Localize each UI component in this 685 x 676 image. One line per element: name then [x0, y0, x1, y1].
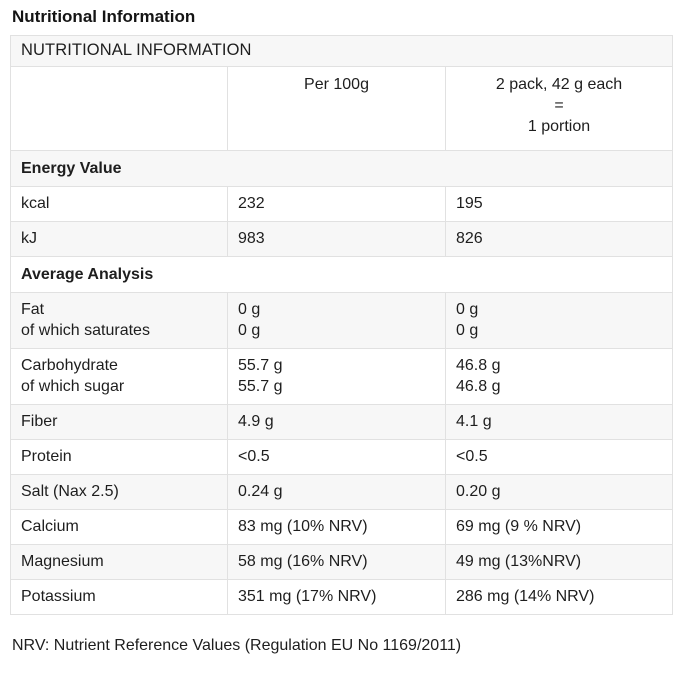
- value-per100g: 0 g 0 g: [227, 292, 446, 349]
- value-line: 46.8 g: [456, 378, 501, 395]
- nutrient-row-carbohydrate: Carbohydrate of which sugar 55.7 g 55.7 …: [10, 348, 674, 405]
- section-title: Energy Value: [9, 150, 674, 187]
- page-title: Nutritional Information: [12, 7, 196, 26]
- value-per100g: 232: [227, 186, 446, 222]
- nutrient-row-fat: Fat of which saturates 0 g 0 g 0 g 0 g: [10, 292, 674, 349]
- nutrient-row-salt: Salt (Nax 2.5) 0.24 g 0.20 g: [10, 474, 674, 510]
- portion-header-line: 1 portion: [527, 118, 591, 135]
- value-per100g: 983: [227, 221, 446, 257]
- nutrient-row-protein: Protein <0.5 <0.5: [10, 439, 674, 475]
- col-header-empty: [10, 66, 228, 151]
- nutrient-row-potassium: Potassium 351 mg (17% NRV) 286 mg (14% N…: [10, 579, 674, 615]
- value-per100g: 351 mg (17% NRV): [227, 579, 446, 615]
- nutrient-row-magnesium: Magnesium 58 mg (16% NRV) 49 mg (13%NRV): [10, 544, 674, 580]
- nutrient-label-line: Fat: [21, 301, 45, 318]
- page: Nutritional Information NUTRITIONAL INFO…: [9, 7, 674, 654]
- value-line: 0 g: [238, 322, 261, 339]
- nutrient-row-kj: kJ 983 826: [10, 221, 674, 257]
- value-portion: 0.20 g: [444, 474, 674, 510]
- value-per100g: <0.5: [227, 439, 446, 475]
- nutrient-label: Potassium: [10, 579, 228, 615]
- nutrient-row-kcal: kcal 232 195: [10, 186, 674, 222]
- nutrient-row-fiber: Fiber 4.9 g 4.1 g: [10, 404, 674, 440]
- value-portion: 49 mg (13%NRV): [444, 544, 674, 580]
- value-per100g: 58 mg (16% NRV): [227, 544, 446, 580]
- section-row-average-analysis: Average Analysis: [9, 256, 674, 293]
- value-line: 0 g: [456, 301, 479, 318]
- nrv-footnote: NRV: Nutrient Reference Values (Regulati…: [12, 637, 462, 654]
- column-header-row: Per 100g 2 pack, 42 g each = 1 portion: [10, 66, 674, 151]
- nutrient-label: kJ: [10, 221, 228, 257]
- portion-header-line: 2 pack, 42 g each: [495, 76, 623, 93]
- nutrition-table: NUTRITIONAL INFORMATION Per 100g 2 pack,…: [9, 35, 674, 615]
- value-line: 55.7 g: [238, 357, 283, 374]
- nutrient-label: Fiber: [10, 404, 228, 440]
- value-portion: <0.5: [444, 439, 674, 475]
- value-portion: 46.8 g 46.8 g: [444, 348, 674, 405]
- value-per100g: 55.7 g 55.7 g: [227, 348, 446, 405]
- table-title-row: NUTRITIONAL INFORMATION: [9, 35, 674, 67]
- value-line: 0 g: [238, 301, 261, 318]
- nutrient-label: Carbohydrate of which sugar: [10, 348, 228, 405]
- value-portion: 286 mg (14% NRV): [444, 579, 674, 615]
- table-title: NUTRITIONAL INFORMATION: [9, 35, 674, 67]
- value-portion: 826: [444, 221, 674, 257]
- col-header-per100g: Per 100g: [227, 66, 446, 151]
- section-row-energy-value: Energy Value: [9, 150, 674, 187]
- value-line: 0 g: [456, 322, 479, 339]
- value-line: 46.8 g: [456, 357, 501, 374]
- value-per100g: 0.24 g: [227, 474, 446, 510]
- value-portion: 4.1 g: [444, 404, 674, 440]
- nutrient-row-calcium: Calcium 83 mg (10% NRV) 69 mg (9 % NRV): [10, 509, 674, 545]
- nutrient-sublabel-line: of which saturates: [21, 322, 150, 339]
- nutrient-label: Fat of which saturates: [10, 292, 228, 349]
- value-portion: 195: [444, 186, 674, 222]
- nutrient-label: Protein: [10, 439, 228, 475]
- nutrient-label: kcal: [10, 186, 228, 222]
- value-per100g: 83 mg (10% NRV): [227, 509, 446, 545]
- nutrient-label-line: Carbohydrate: [21, 357, 118, 374]
- value-portion: 69 mg (9 % NRV): [444, 509, 674, 545]
- nutrient-label: Calcium: [10, 509, 228, 545]
- portion-header-line: =: [554, 97, 564, 114]
- value-line: 55.7 g: [238, 378, 283, 395]
- nutrient-sublabel-line: of which sugar: [21, 378, 125, 395]
- nutrient-label: Salt (Nax 2.5): [10, 474, 228, 510]
- nutrient-label: Magnesium: [10, 544, 228, 580]
- col-header-portion: 2 pack, 42 g each = 1 portion: [444, 66, 674, 151]
- value-per100g: 4.9 g: [227, 404, 446, 440]
- section-title: Average Analysis: [9, 256, 674, 293]
- value-portion: 0 g 0 g: [444, 292, 674, 349]
